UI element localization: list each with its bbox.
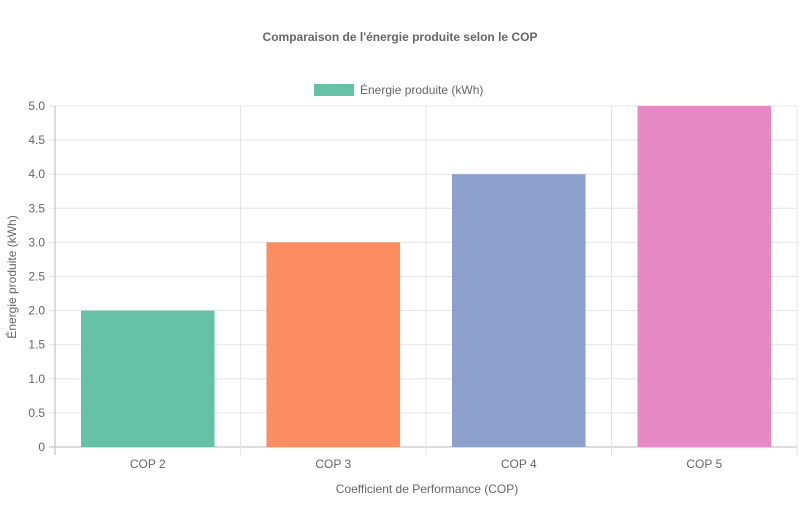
- y-tick-label: 0: [38, 440, 45, 454]
- y-tick-label: 1.0: [28, 372, 45, 386]
- bars: [80, 106, 772, 447]
- y-tick-label: 3.5: [28, 201, 45, 215]
- y-tick-label: 2.5: [28, 270, 45, 284]
- chart-title: Comparaison de l'énergie produite selon …: [263, 30, 538, 44]
- y-tick-label: 4.5: [28, 133, 45, 147]
- y-tick-label: 2.0: [28, 304, 45, 318]
- y-tick-label: 0.5: [28, 406, 45, 420]
- y-tick-label: 3.0: [28, 235, 45, 249]
- bar: [266, 242, 401, 447]
- y-tick-label: 4.0: [28, 167, 45, 181]
- bar: [637, 106, 772, 447]
- legend-swatch: [314, 84, 354, 96]
- y-axis-ticks: 0 0.5 1.0 1.5 2.0 2.5 3.0 3.5 4.0 4.5 5.0: [28, 99, 45, 454]
- x-tick-label: COP 2: [130, 457, 166, 471]
- y-axis-label: Énergie produite (kWh): [4, 215, 19, 338]
- y-tick-label: 5.0: [28, 99, 45, 113]
- x-tick-label: COP 4: [501, 457, 537, 471]
- x-tick-label: COP 3: [315, 457, 351, 471]
- y-tick-label: 1.5: [28, 338, 45, 352]
- x-axis-ticks: COP 2 COP 3 COP 4 COP 5: [130, 457, 723, 471]
- legend-label: Énergie produite (kWh): [360, 82, 483, 97]
- bar: [80, 310, 215, 447]
- x-axis-label: Coefficient de Performance (COP): [336, 482, 519, 496]
- bar: [451, 174, 586, 447]
- x-tick-label: COP 5: [686, 457, 722, 471]
